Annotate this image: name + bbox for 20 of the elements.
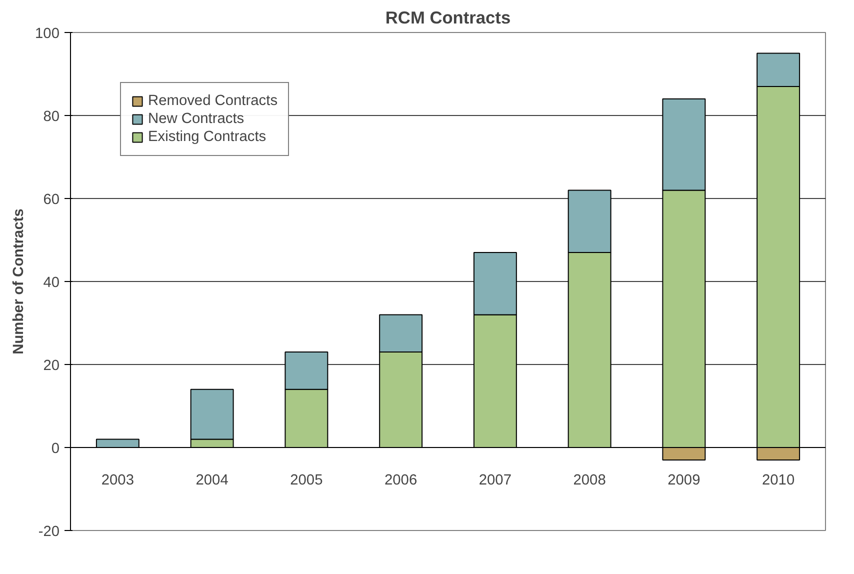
x-tick-label: 2004 xyxy=(196,472,228,488)
legend-label: New Contracts xyxy=(148,111,244,127)
y-tick-label: 40 xyxy=(43,275,60,291)
legend-label: Removed Contracts xyxy=(148,93,278,109)
x-tick-label: 2009 xyxy=(668,472,700,488)
chart-title: RCM Contracts xyxy=(385,8,511,28)
y-tick-label: -20 xyxy=(38,524,60,540)
y-tick-label: 60 xyxy=(43,192,60,208)
x-tick-label: 2008 xyxy=(573,472,606,488)
y-tick-label: 100 xyxy=(35,26,60,42)
y-tick-label: 20 xyxy=(43,358,60,374)
x-tick-label: 2003 xyxy=(101,472,134,488)
x-tick-label: 2007 xyxy=(478,472,512,488)
x-tick-label: 2005 xyxy=(290,472,323,488)
y-tick-label: 0 xyxy=(51,441,60,457)
y-tick-label: 80 xyxy=(43,109,60,125)
x-tick-label: 2006 xyxy=(384,472,418,488)
y-axis-title: Number of Contracts xyxy=(11,208,28,354)
x-tick-label: 2010 xyxy=(762,472,795,488)
legend-label: Existing Contracts xyxy=(148,129,266,145)
